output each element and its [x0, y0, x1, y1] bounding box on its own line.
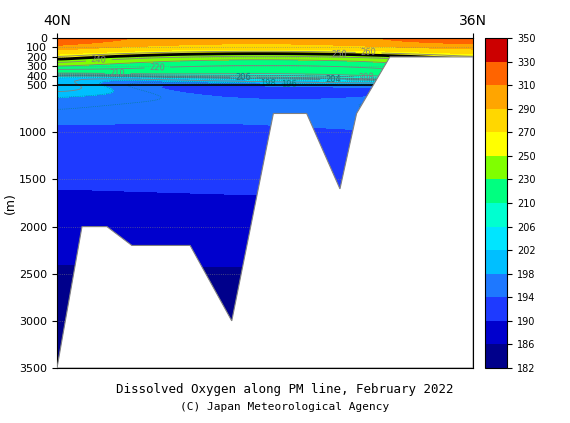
- Text: Dissolved Oxygen along PM line, February 2022: Dissolved Oxygen along PM line, February…: [116, 383, 454, 396]
- Text: 206: 206: [235, 72, 251, 82]
- Text: 205: 205: [235, 73, 251, 82]
- Text: 198: 198: [260, 79, 276, 88]
- Text: 208: 208: [359, 72, 374, 82]
- Y-axis label: (m): (m): [3, 192, 17, 214]
- Text: 230: 230: [423, 60, 439, 70]
- Text: 204: 204: [325, 75, 341, 84]
- Text: 240: 240: [91, 55, 107, 65]
- Text: 260: 260: [360, 48, 377, 58]
- Text: 210: 210: [109, 69, 125, 78]
- Text: (C) Japan Meteorological Agency: (C) Japan Meteorological Agency: [180, 402, 390, 412]
- Text: 196: 196: [281, 80, 297, 90]
- Text: 204: 204: [325, 75, 341, 84]
- Text: 220: 220: [149, 63, 165, 72]
- Text: 250: 250: [331, 50, 347, 59]
- Polygon shape: [57, 57, 473, 368]
